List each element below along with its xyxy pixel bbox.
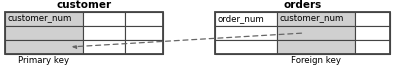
Bar — [125, 12, 163, 26]
Bar — [125, 26, 163, 40]
Bar — [277, 40, 355, 54]
Bar — [355, 26, 390, 40]
Text: order_num: order_num — [218, 15, 265, 24]
Bar — [83, 26, 125, 40]
Bar — [5, 40, 83, 54]
Bar — [5, 12, 83, 26]
Text: Foreign key: Foreign key — [291, 56, 341, 65]
Text: Primary key: Primary key — [19, 56, 70, 65]
Text: customer_num: customer_num — [280, 15, 344, 24]
Text: customer_num: customer_num — [8, 15, 72, 24]
Bar — [215, 26, 277, 40]
Bar — [83, 40, 125, 54]
Bar — [355, 12, 390, 26]
Bar — [5, 12, 163, 54]
Bar — [83, 12, 125, 26]
Bar — [277, 26, 355, 40]
Bar — [277, 12, 355, 26]
Text: orders: orders — [284, 0, 322, 10]
Bar — [125, 40, 163, 54]
Bar — [5, 26, 83, 40]
Bar — [215, 12, 277, 26]
Bar — [215, 40, 277, 54]
Bar — [355, 40, 390, 54]
Text: customer: customer — [56, 0, 111, 10]
Bar — [215, 12, 390, 54]
